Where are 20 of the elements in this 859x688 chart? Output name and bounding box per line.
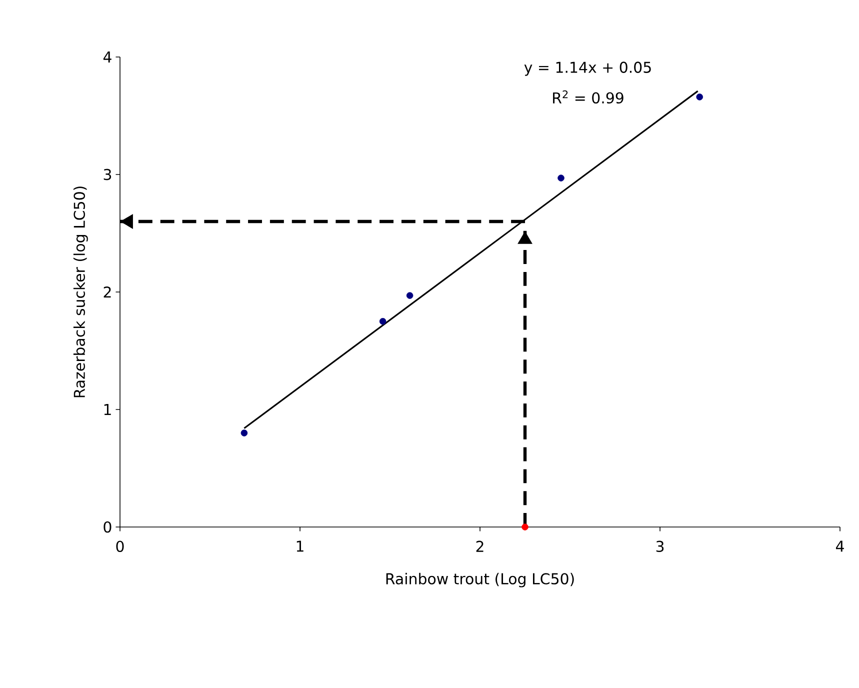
y-tick-label: 0 — [104, 521, 112, 533]
point — [558, 174, 564, 182]
x-tick-label: 4 — [836, 540, 844, 552]
point — [240, 430, 248, 436]
point — [696, 94, 703, 100]
annotation: y = 1.14x + 0.05 — [524, 62, 651, 76]
point — [522, 524, 528, 530]
annotation: R$^{2}$ = 0.99 — [553, 90, 624, 104]
point — [406, 292, 414, 299]
x-tick-label: 1 — [296, 540, 304, 552]
y-tick-label: 1 — [104, 404, 111, 415]
y-tick-label: 4 — [103, 52, 112, 62]
y-axis-title: Razerback sucker (log LC50) — [73, 186, 88, 398]
x-axis-title: Rainbow trout (Log LC50) — [386, 572, 574, 588]
x-tick-label: 2 — [476, 540, 484, 552]
y-tick-label: 3 — [104, 168, 112, 180]
x-tick-label: 3 — [656, 540, 664, 552]
y-tick-label: 2 — [104, 286, 111, 298]
x-tick-label: 0 — [116, 540, 124, 552]
point — [379, 318, 386, 325]
